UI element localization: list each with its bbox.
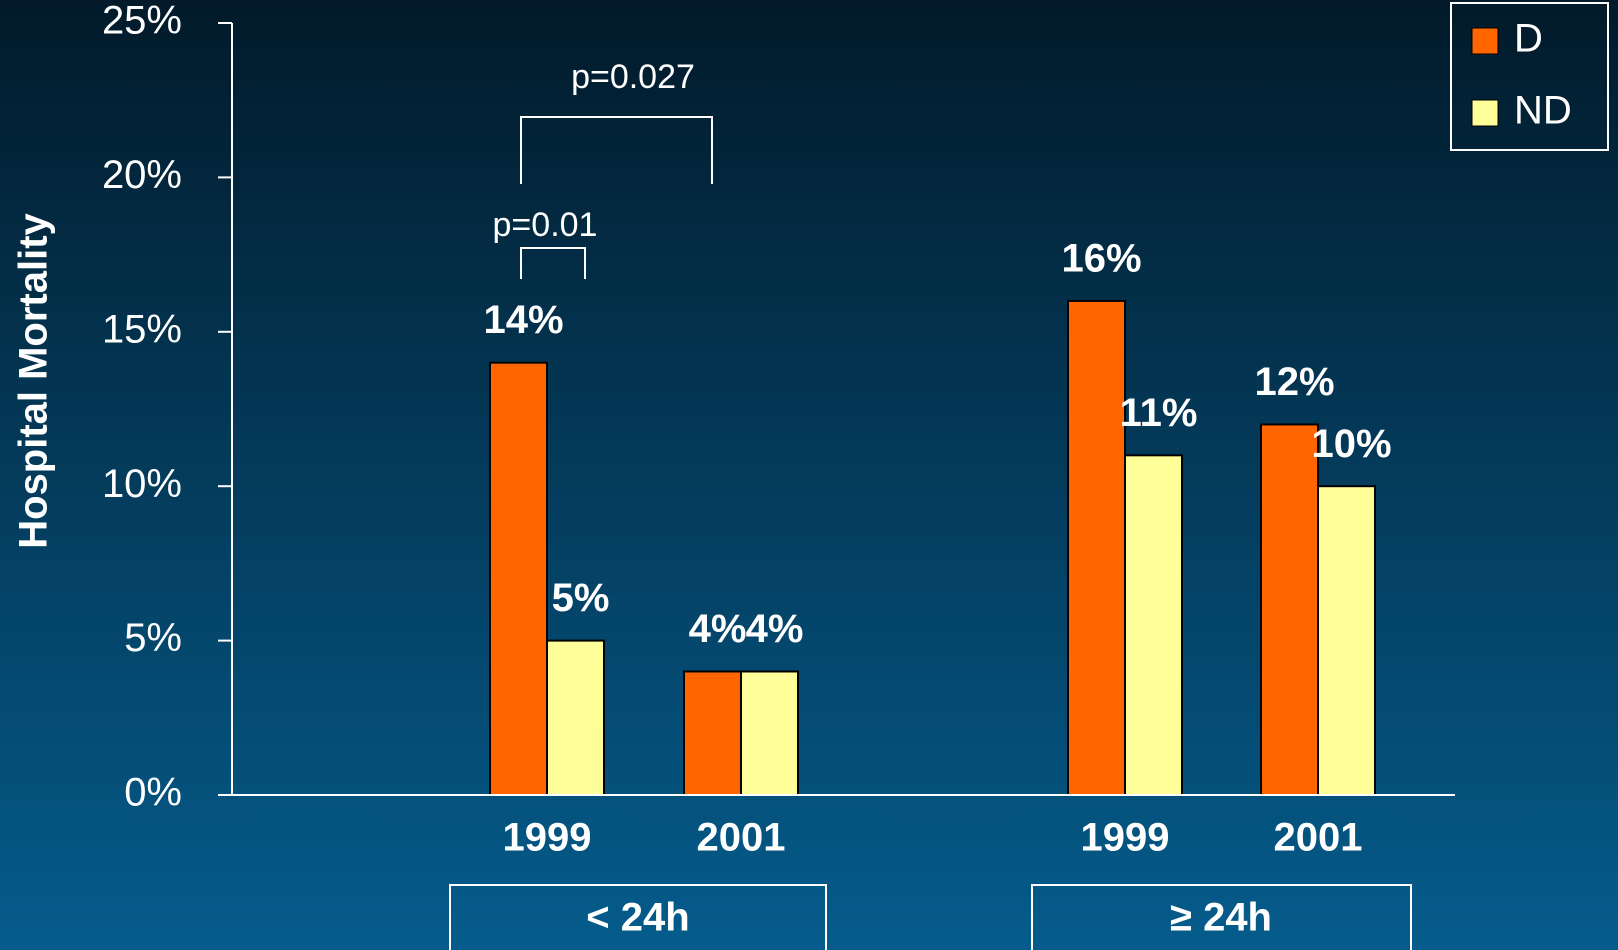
legend-label: D (1514, 17, 1543, 61)
value-label: 14% (483, 298, 563, 342)
legend-swatch (1471, 99, 1499, 127)
value-label: 11% (1120, 391, 1198, 435)
y-tick-label: 15% (102, 307, 182, 351)
bracket (520, 247, 586, 279)
bar (1317, 485, 1376, 796)
bar (489, 361, 548, 796)
y-tick-label: 25% (102, 0, 182, 43)
value-label: 4% (689, 607, 747, 651)
bracket (520, 116, 713, 184)
y-tick-label: 20% (102, 153, 182, 197)
y-axis-label: Hospital Mortality (12, 212, 56, 548)
legend-swatch (1471, 27, 1499, 55)
annotation: p=0.027 (571, 58, 695, 96)
y-tick-label: 0% (124, 771, 182, 815)
x-tick-label: 2001 (1274, 816, 1363, 860)
value-label: 5% (552, 576, 610, 620)
bar (683, 670, 742, 796)
group-label: ≥ 24h (1170, 896, 1272, 940)
x-tick-label: 2001 (697, 816, 786, 860)
bar (1124, 454, 1183, 796)
bar (1260, 423, 1319, 796)
group-box (449, 884, 827, 950)
group-box (1031, 884, 1412, 950)
y-tick-label: 10% (102, 462, 182, 506)
legend-label: ND (1514, 89, 1572, 133)
bar (546, 639, 605, 796)
value-label: 10% (1311, 422, 1391, 466)
bar (740, 670, 799, 796)
value-label: 4% (746, 607, 804, 651)
x-tick-label: 1999 (1081, 816, 1170, 860)
x-tick-label: 1999 (503, 816, 592, 860)
annotation: p=0.01 (493, 206, 598, 244)
value-label: 16% (1061, 236, 1141, 280)
y-tick-label: 5% (124, 616, 182, 660)
value-label: 12% (1254, 360, 1334, 404)
group-label: < 24h (586, 896, 689, 940)
bar (1067, 299, 1126, 796)
legend (1450, 2, 1609, 151)
